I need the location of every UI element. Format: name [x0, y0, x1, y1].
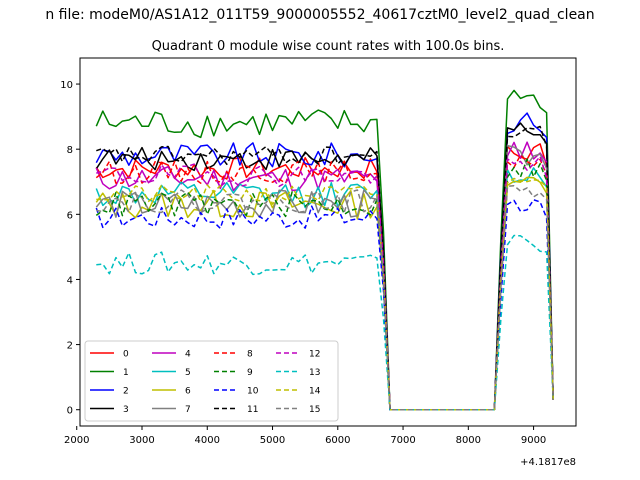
x-tick-label: 4000 [195, 435, 220, 446]
legend-label-4: 4 [185, 350, 191, 360]
x-tick-label: 7000 [390, 435, 415, 446]
legend-label-10: 10 [247, 387, 259, 397]
x-tick-label: 8000 [456, 435, 481, 446]
legend-frame [84, 340, 339, 422]
y-tick-label: 6 [67, 210, 73, 221]
y-tick-label: 10 [60, 80, 73, 91]
chart-suptitle: n file: modeM0/AS1A12_011T59_9000005552_… [45, 7, 594, 23]
legend-label-7: 7 [185, 405, 191, 415]
legend-label-2: 2 [123, 387, 129, 397]
y-tick-label: 2 [67, 341, 73, 352]
series-line-13 [96, 234, 554, 411]
x-offset-label: +4.1817e8 [520, 457, 576, 468]
y-tick-label: 4 [67, 275, 73, 286]
legend-label-1: 1 [123, 368, 129, 378]
x-tick-label: 6000 [325, 435, 350, 446]
x-tick-label: 5000 [260, 435, 285, 446]
legend-label-3: 3 [123, 405, 129, 415]
series-line-14 [96, 177, 554, 411]
legend-label-8: 8 [247, 350, 253, 360]
y-axis: 0 2 4 6 8 10 [60, 80, 80, 417]
legend-label-6: 6 [185, 387, 191, 397]
series-line-15 [96, 184, 554, 411]
legend-label-5: 5 [185, 368, 191, 378]
chart-title: Quadrant 0 module wise count rates with … [152, 39, 505, 54]
legend-label-15: 15 [309, 405, 320, 415]
legend-label-11: 11 [247, 405, 258, 415]
legend-label-14: 14 [309, 387, 321, 397]
x-axis: 2000 3000 4000 5000 6000 7000 8000 9000 [64, 426, 546, 446]
legend-label-13: 13 [309, 368, 320, 378]
plot-frame [79, 57, 577, 427]
y-tick-label: 8 [67, 145, 73, 156]
x-tick-label: 3000 [129, 435, 154, 446]
x-tick-label: 2000 [64, 435, 89, 446]
plot-lines [95, 89, 554, 411]
series-line-12 [96, 155, 554, 411]
x-tick-label: 9000 [521, 435, 546, 446]
legend-label-0: 0 [123, 350, 129, 360]
legend-label-9: 9 [247, 368, 253, 378]
legend-label-12: 12 [309, 350, 320, 360]
y-tick-label: 0 [67, 406, 73, 417]
